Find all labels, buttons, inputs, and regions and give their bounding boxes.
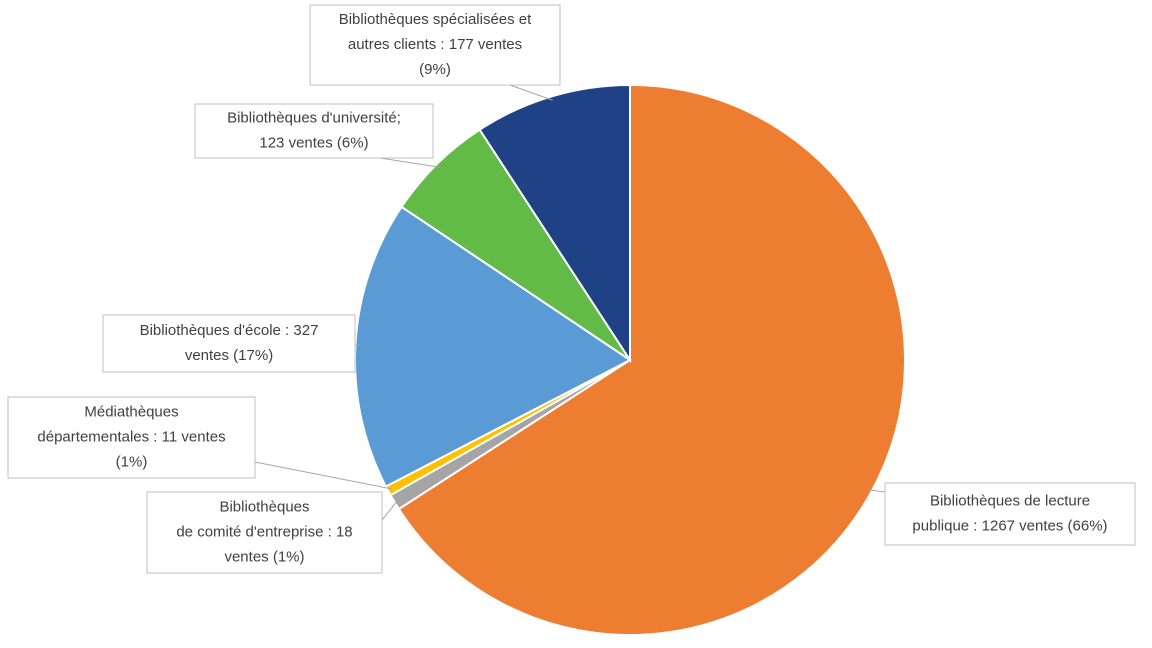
leader-line (381, 499, 399, 521)
data-label: départementales : 11 ventes (37, 428, 225, 445)
data-label: (9%) (419, 61, 451, 78)
label-box (7, 396, 256, 479)
data-label: Bibliothèques (219, 498, 309, 515)
data-label: 123 ventes (6%) (259, 134, 368, 151)
data-label: (1%) (116, 453, 148, 470)
data-label: autres clients : 177 ventes (348, 36, 522, 53)
data-label: Bibliothèques d'école : 327 (140, 322, 319, 339)
label-box (309, 4, 561, 86)
data-label: Médiathèques (84, 403, 178, 420)
leader-line (509, 84, 553, 101)
pie-slice (397, 83, 906, 636)
label-box (102, 314, 356, 373)
label-box (194, 103, 434, 159)
leader-line (379, 157, 440, 168)
data-label: Bibliothèques de lecture (930, 492, 1090, 509)
data-label: Bibliothèques d'université; (227, 109, 401, 126)
leader-line (254, 461, 392, 490)
pie-slice (478, 83, 631, 364)
data-label: ventes (17%) (185, 347, 273, 364)
data-label: Bibliothèques spécialisées et (339, 11, 532, 28)
label-box (884, 482, 1136, 546)
data-label: ventes (1%) (224, 548, 304, 565)
data-label: de comité d'entreprise : 18 (176, 523, 352, 540)
label-box (146, 491, 383, 574)
leader-line (867, 489, 886, 493)
data-label: publique : 1267 ventes (66%) (912, 517, 1107, 534)
